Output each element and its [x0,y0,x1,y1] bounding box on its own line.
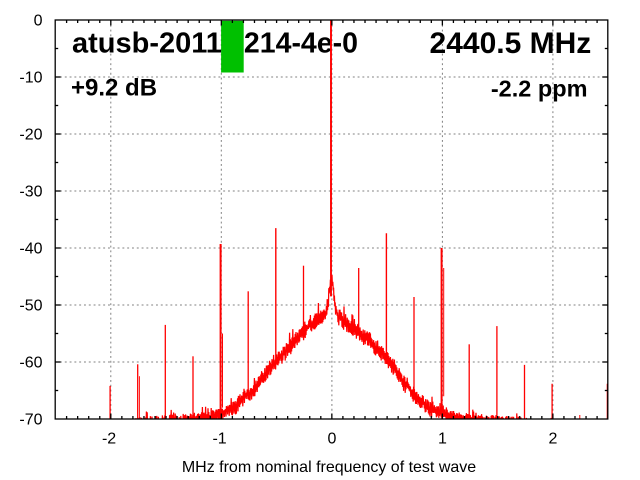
svg-text:-2: -2 [102,431,116,448]
svg-text:-60: -60 [19,355,42,372]
svg-text:2440.5 MHz: 2440.5 MHz [430,27,592,60]
svg-text:-10: -10 [19,70,42,87]
svg-text:-40: -40 [19,241,42,258]
svg-text:+9.2 dB: +9.2 dB [71,75,157,102]
svg-text:-50: -50 [19,298,42,315]
svg-text:MHz from nominal frequency of: MHz from nominal frequency of test wave [182,459,476,476]
svg-text:-20: -20 [19,127,42,144]
svg-text:0: 0 [34,13,43,30]
svg-text:1: 1 [438,431,447,448]
svg-text:-70: -70 [19,412,42,429]
svg-text:214-4e-0: 214-4e-0 [244,28,358,60]
svg-text:0: 0 [327,431,336,448]
svg-text:2: 2 [548,431,557,448]
svg-text:atusb-2011: atusb-2011 [72,28,222,60]
svg-text:-2.2 ppm: -2.2 ppm [491,75,588,101]
svg-text:-1: -1 [212,431,226,448]
svg-text:-30: -30 [19,184,42,201]
